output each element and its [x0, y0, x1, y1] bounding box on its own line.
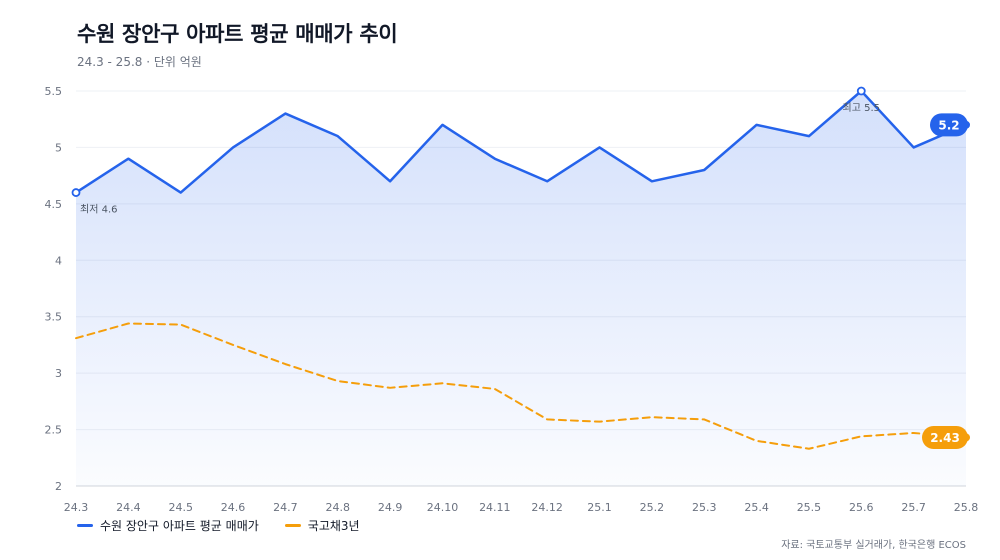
annotation-label: 최저 4.6 [80, 204, 117, 216]
x-tick-label: 25.3 [692, 501, 717, 514]
legend-label-bond: 국고채3년 [307, 519, 360, 533]
y-tick-label: 2.5 [45, 424, 63, 437]
price-area-fill [76, 91, 966, 486]
legend-swatch-price [77, 524, 93, 527]
y-tick-label: 5 [55, 141, 62, 154]
legend-item-price: 수원 장안구 아파트 평균 매매가 [77, 517, 259, 534]
chart-subtitle: 24.3 - 25.8 · 단위 억원 [77, 55, 202, 69]
legend: 수원 장안구 아파트 평균 매매가 국고채3년 [77, 517, 360, 534]
end-label-value: 5.2 [938, 118, 959, 132]
data-labels: 최저 4.6 최고 5.5 5.2 2.43 [80, 102, 968, 449]
x-tick-label: 25.4 [744, 501, 769, 514]
series-line-bond [75, 322, 967, 450]
series-line-price [74, 89, 968, 194]
legend-swatch-bond [284, 524, 301, 527]
y-tick-label: 2 [55, 480, 62, 493]
annotation-marker [856, 86, 866, 96]
x-tick-label: 24.5 [168, 501, 193, 514]
x-tick-label: 25.7 [901, 501, 926, 514]
legend-item-bond: 국고채3년 [284, 517, 360, 534]
x-tick-label: 25.1 [587, 501, 612, 514]
y-tick-label: 5.5 [45, 85, 63, 98]
chart-title: 수원 장안구 아파트 평균 매매가 추이 [77, 22, 398, 46]
x-tick-label: 25.5 [797, 501, 822, 514]
x-tick-label: 24.11 [479, 501, 511, 514]
end-label-value: 2.43 [930, 431, 960, 445]
annotation-label: 최고 5.5 [843, 102, 880, 114]
price-area [76, 91, 966, 486]
x-tick-label: 24.9 [378, 501, 403, 514]
x-tick-label: 24.3 [64, 501, 89, 514]
x-tick-label: 24.7 [273, 501, 298, 514]
x-tick-label: 25.2 [640, 501, 665, 514]
y-axis: 2 2.5 3 3.5 4 4.5 5 5.5 [45, 85, 63, 493]
x-tick-label: 25.8 [954, 501, 979, 514]
annotation-marker [71, 188, 81, 197]
y-tick-label: 3.5 [45, 311, 63, 324]
series-lines [74, 89, 968, 450]
x-tick-label: 24.10 [427, 501, 459, 514]
legend-label-price: 수원 장안구 아파트 평균 매매가 [100, 519, 259, 533]
y-tick-label: 4 [55, 254, 62, 267]
source-note: 자료: 국토교통부 실거래가, 한국은행 ECOS [781, 540, 966, 551]
y-tick-label: 3 [55, 367, 62, 380]
y-tick-label: 4.5 [45, 198, 63, 211]
x-tick-label: 24.12 [531, 501, 563, 514]
x-tick-label: 24.8 [326, 501, 351, 514]
end-label-pill [922, 425, 968, 449]
x-tick-label: 25.6 [849, 501, 874, 514]
end-label-pill [930, 113, 968, 137]
x-tick-label: 24.4 [116, 501, 141, 514]
x-axis: 24.3 24.4 24.5 24.6 24.7 24.8 24.9 24.10 24.11 24… [64, 501, 979, 514]
x-tick-label: 24.6 [221, 501, 246, 514]
